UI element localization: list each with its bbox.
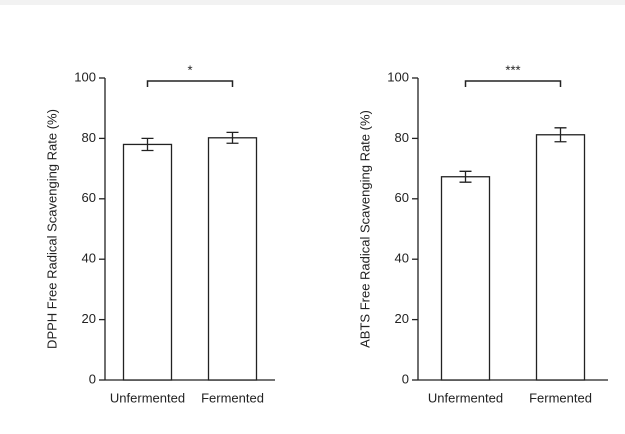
significance-label: ***: [505, 62, 520, 77]
significance-bracket: [146, 80, 234, 87]
error-bar: [554, 127, 567, 143]
y-tick-label: 20: [82, 311, 96, 326]
error-bar: [226, 131, 239, 144]
y-tick-label: 80: [82, 130, 96, 145]
y-tick-label: 40: [82, 251, 96, 266]
bar: [122, 143, 173, 381]
x-tick-label: Fermented: [201, 390, 264, 405]
bar: [440, 176, 491, 381]
y-tick-label: 0: [89, 371, 96, 386]
significance-label: *: [187, 62, 192, 77]
top-band: [0, 0, 625, 5]
error-bar: [459, 170, 472, 183]
x-tick-label: Unfermented: [428, 390, 503, 405]
y-tick-label: 0: [402, 371, 409, 386]
y-tick-label: 60: [395, 190, 409, 205]
y-tick-label: 80: [395, 130, 409, 145]
x-tick-label: Fermented: [529, 390, 592, 405]
y-tick-label: 20: [395, 311, 409, 326]
y-tick-label: 100: [74, 69, 96, 84]
error-bar: [141, 137, 154, 152]
y-tick-label: 40: [395, 251, 409, 266]
significance-bracket: [464, 80, 562, 87]
y-axis-label: DPPH Free Radical Scavenging Rate (%): [44, 109, 59, 349]
bar: [535, 134, 586, 381]
x-tick-label: Unfermented: [110, 390, 185, 405]
y-tick-label: 60: [82, 190, 96, 205]
y-axis-label: ABTS Free Radical Scavenging Rate (%): [357, 110, 372, 348]
y-tick-label: 100: [387, 69, 409, 84]
bar: [207, 137, 258, 381]
